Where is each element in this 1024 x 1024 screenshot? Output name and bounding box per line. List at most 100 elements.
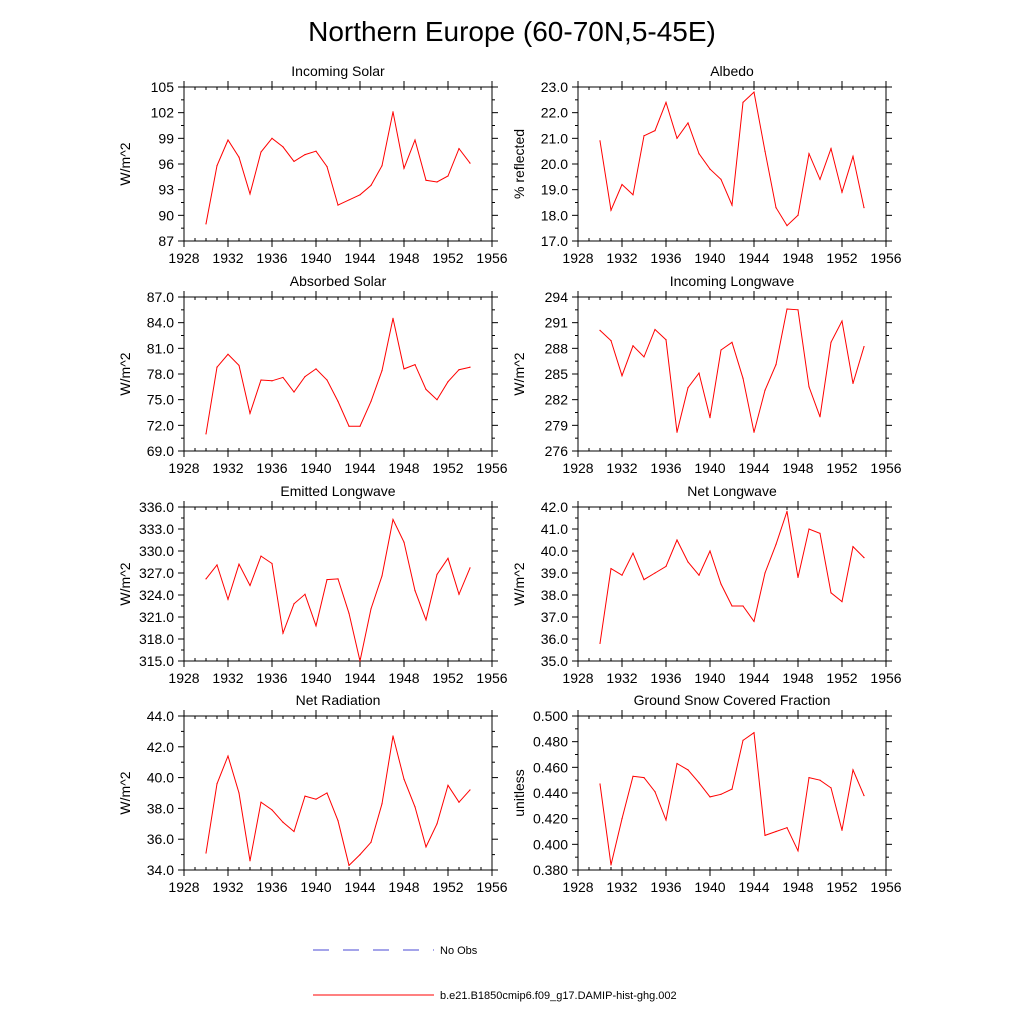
data-point <box>469 162 471 164</box>
data-point <box>216 783 218 785</box>
data-point <box>819 532 821 535</box>
data-point <box>720 583 722 585</box>
data-point <box>687 122 689 124</box>
data-point <box>775 830 777 833</box>
data-point <box>709 796 711 798</box>
series-line-model <box>205 735 471 867</box>
x-tick-label: 1944 <box>738 460 769 476</box>
x-tick-label: 1948 <box>782 250 813 266</box>
y-tick-label: 36.0 <box>541 631 568 647</box>
y-tick-label: 42.0 <box>541 499 568 515</box>
data-point <box>709 168 711 170</box>
data-point <box>381 803 383 805</box>
data-point <box>205 852 207 854</box>
data-point <box>643 356 645 358</box>
data-point <box>403 368 405 370</box>
x-tick-label: 1928 <box>168 670 199 686</box>
data-point <box>326 792 328 794</box>
data-point <box>469 567 471 569</box>
series-line-model <box>599 511 865 644</box>
data-point <box>315 798 317 800</box>
x-tick-label: 1940 <box>300 879 331 895</box>
data-point <box>381 369 383 372</box>
data-point <box>392 111 394 113</box>
data-point <box>852 155 854 157</box>
x-tick-label: 1928 <box>168 879 199 895</box>
data-point <box>458 593 460 595</box>
data-point <box>271 380 273 382</box>
data-point <box>797 309 799 311</box>
x-tick-label: 1936 <box>650 250 681 266</box>
data-point <box>687 561 689 563</box>
data-point <box>381 575 383 577</box>
data-point <box>830 341 832 343</box>
data-point <box>863 794 865 797</box>
data-point <box>676 539 678 541</box>
data-point <box>337 578 339 580</box>
x-tick-label: 1956 <box>476 460 507 476</box>
data-point <box>205 578 207 580</box>
data-point <box>632 345 634 347</box>
data-point <box>370 400 372 402</box>
data-point <box>621 375 623 377</box>
x-tick-label: 1952 <box>826 250 857 266</box>
data-point <box>260 151 262 153</box>
x-tick-label: 1956 <box>870 879 901 895</box>
x-tick-label: 1956 <box>870 460 901 476</box>
data-point <box>282 146 284 148</box>
data-point <box>260 801 262 803</box>
data-point <box>447 784 449 786</box>
data-point <box>863 557 865 559</box>
x-tick-label: 1956 <box>476 250 507 266</box>
plot-frame <box>577 296 887 452</box>
y-tick-label: 96 <box>158 156 174 172</box>
data-point <box>753 732 755 734</box>
chart-panel-1: Incoming Solar W/m^2 1928 1932 1936 1940 1944 1… <box>117 63 508 266</box>
y-axis-label: W/m^2 <box>117 142 133 185</box>
data-point <box>392 317 394 319</box>
y-tick-label: 93 <box>158 182 174 198</box>
x-tick-label: 1932 <box>212 250 243 266</box>
data-point <box>370 608 372 610</box>
data-point <box>819 178 821 180</box>
x-tick-label: 1952 <box>432 879 463 895</box>
y-axis-label: unitless <box>511 769 527 816</box>
data-point <box>863 346 865 348</box>
x-tick-label: 1944 <box>344 460 375 476</box>
series-line-model <box>599 731 865 866</box>
data-point <box>775 207 777 209</box>
data-point <box>326 379 328 381</box>
x-tick-label: 1952 <box>432 250 463 266</box>
y-axis-label: W/m^2 <box>511 562 527 605</box>
data-point <box>786 308 788 310</box>
y-tick-label: 72.0 <box>147 417 174 433</box>
data-point <box>425 179 427 181</box>
data-point <box>753 620 755 623</box>
data-point <box>359 660 361 662</box>
y-tick-label: 19.0 <box>541 182 568 198</box>
chart-panel-5: Emitted Longwave W/m^2 1928 1932 1936 1940 194… <box>117 483 508 686</box>
data-point <box>282 376 284 379</box>
y-tick-label: 333.0 <box>139 521 174 537</box>
panel-title: Net Radiation <box>296 692 381 708</box>
x-tick-label: 1936 <box>256 670 287 686</box>
y-tick-label: 75.0 <box>147 392 174 408</box>
x-tick-label: 1928 <box>168 460 199 476</box>
x-tick-label: 1944 <box>738 670 769 686</box>
plot-frame <box>577 715 887 871</box>
data-point <box>742 605 744 607</box>
data-point <box>249 193 251 195</box>
x-tick-label: 1932 <box>212 670 243 686</box>
y-tick-label: 69.0 <box>147 443 174 459</box>
data-point <box>841 191 843 193</box>
data-point <box>863 207 865 209</box>
y-tick-label: 336.0 <box>139 499 174 515</box>
panel-title: Incoming Solar <box>291 63 385 79</box>
panel-title: Absorbed Solar <box>290 273 387 289</box>
x-tick-label: 1948 <box>388 879 419 895</box>
data-point <box>348 864 350 866</box>
data-point <box>797 850 799 852</box>
data-point <box>775 363 777 366</box>
x-tick-label: 1948 <box>782 670 813 686</box>
